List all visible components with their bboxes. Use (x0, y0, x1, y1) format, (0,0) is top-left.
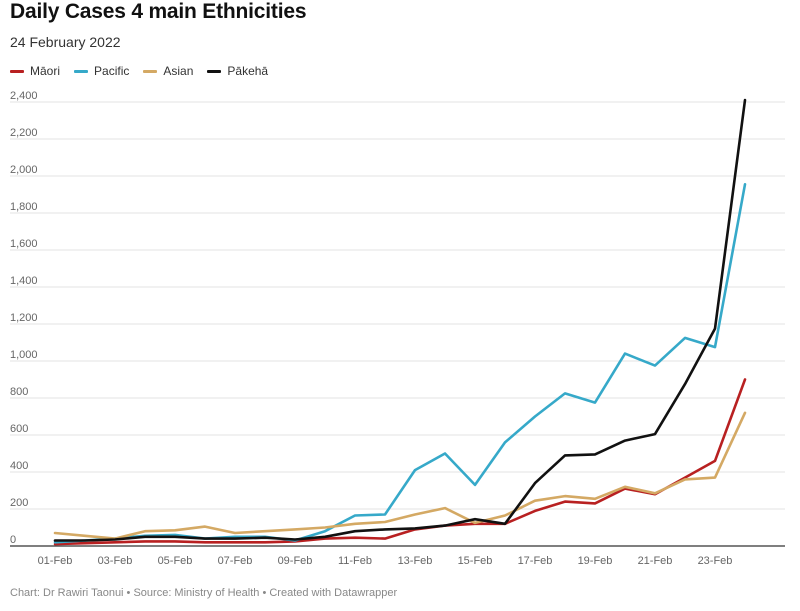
series-line (53, 183, 747, 544)
y-tick-label: 1,600 (10, 238, 38, 250)
x-tick-label: 13-Feb (398, 555, 433, 567)
x-tick-label: 09-Feb (278, 555, 313, 567)
y-tick-label: 1,000 (10, 349, 38, 361)
y-tick-label: 1,200 (10, 312, 38, 324)
x-tick-label: 05-Feb (158, 555, 193, 567)
legend-item: Asian (143, 64, 193, 78)
series-line (53, 411, 747, 540)
y-tick-label: 2,400 (10, 90, 38, 102)
legend-item: Pākehā (207, 64, 268, 78)
legend-label: Māori (30, 64, 61, 78)
x-tick-label: 17-Feb (518, 555, 553, 567)
legend-label: Pacific (94, 64, 130, 78)
y-tick-label: 400 (10, 460, 28, 472)
x-tick-label: 19-Feb (578, 555, 613, 567)
x-tick-label: 01-Feb (38, 555, 73, 567)
legend-swatch (74, 69, 89, 73)
chart-title: Daily Cases 4 main Ethnicities (10, 0, 307, 23)
y-tick-label: 1,800 (10, 201, 38, 213)
x-tick-label: 15-Feb (458, 555, 493, 567)
series-line (53, 378, 747, 546)
legend-swatch (10, 69, 24, 73)
grid-lines (10, 101, 785, 547)
legend-label: Pākehā (227, 64, 269, 78)
x-axis-tick-labels: 01-Feb 03-Feb 05-Feb 07-Feb 09-Feb 11-Feb 13-F… (38, 555, 733, 567)
y-tick-label: 600 (10, 423, 28, 435)
legend-swatch (143, 69, 158, 73)
x-tick-label: 23-Feb (698, 555, 733, 567)
x-tick-label: 11-Feb (338, 555, 372, 567)
x-tick-label: 07-Feb (218, 555, 253, 567)
y-tick-label: 800 (10, 386, 28, 398)
x-tick-label: 03-Feb (98, 555, 133, 567)
series-lines (53, 98, 747, 546)
legend-item: Pacific (74, 64, 129, 78)
y-tick-label: 200 (10, 497, 28, 509)
legend-swatch (207, 69, 222, 73)
y-tick-label: 0 (10, 534, 16, 546)
y-tick-label: 1,400 (10, 275, 38, 287)
chart-legend: Māori Pacific Asian Pākehā (10, 64, 268, 78)
y-tick-label: 2,000 (10, 164, 38, 176)
chart-subtitle: 24 February 2022 (10, 34, 121, 50)
series-line (53, 98, 747, 542)
y-tick-label: 2,200 (10, 127, 38, 139)
legend-item: Māori (10, 64, 60, 78)
legend-label: Asian (163, 64, 194, 78)
x-tick-label: 21-Feb (638, 555, 673, 567)
y-axis-tick-labels: 0 200 400 600 800 1,000 1,200 1,400 1,600 1,800 2,… (10, 90, 38, 546)
chart-credit: Chart: Dr Rawiri Taonui • Source: Minist… (10, 587, 398, 599)
